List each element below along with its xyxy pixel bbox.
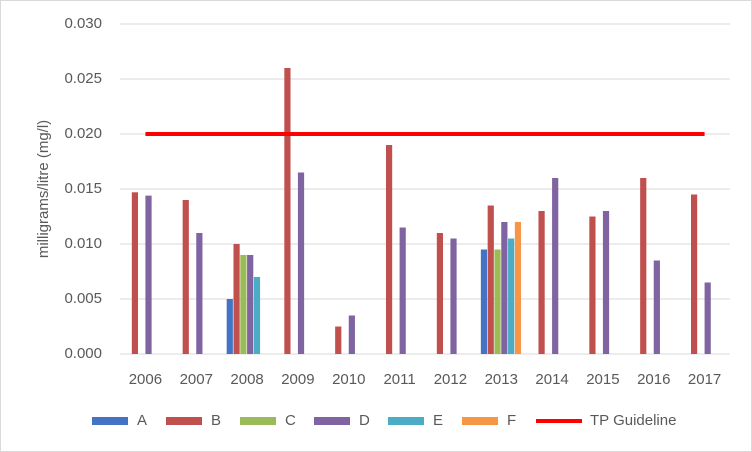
legend-label: A (137, 412, 147, 429)
bar (704, 282, 711, 354)
bar (297, 172, 305, 354)
bar (335, 326, 342, 354)
bar (552, 178, 559, 354)
y-axis-label: milligrams/litre (mg/l) (35, 120, 52, 258)
x-tick-label: 2010 (332, 371, 365, 388)
legend-swatch (462, 417, 498, 425)
bar (538, 211, 545, 354)
bar (253, 277, 261, 354)
y-tick-label: 0.020 (64, 125, 102, 142)
bar (653, 260, 660, 354)
bar (640, 178, 647, 354)
bar (514, 222, 522, 354)
bar (226, 299, 233, 354)
bar (487, 205, 494, 354)
legend-label: E (433, 412, 443, 429)
bar (131, 192, 139, 354)
legend-swatch (166, 417, 202, 425)
bar (240, 255, 247, 354)
legend-swatch (388, 417, 424, 425)
bar (602, 211, 610, 354)
bar (348, 315, 355, 354)
bar (508, 238, 515, 354)
bar (480, 249, 488, 354)
bar (589, 216, 596, 354)
bar (399, 227, 406, 354)
x-tick-label: 2008 (230, 371, 263, 388)
legend-label: F (507, 412, 516, 429)
bar (436, 233, 444, 354)
legend-label: D (359, 412, 370, 429)
x-tick-label: 2015 (586, 371, 619, 388)
bar (233, 244, 240, 354)
legend-label: B (211, 412, 221, 429)
x-tick-label: 2013 (485, 371, 518, 388)
legend-label: TP Guideline (590, 412, 676, 429)
bar (494, 249, 501, 354)
y-tick-label: 0.015 (64, 180, 102, 197)
x-tick-label: 2012 (434, 371, 467, 388)
bar (385, 145, 393, 354)
bar (450, 238, 457, 354)
x-tick-label: 2006 (129, 371, 162, 388)
y-tick-label: 0.005 (64, 290, 102, 307)
bar (182, 200, 189, 354)
x-tick-label: 2009 (281, 371, 314, 388)
y-tick-label: 0.010 (64, 235, 102, 252)
x-tick-label: 2007 (180, 371, 213, 388)
legend-swatch (92, 417, 128, 425)
legend-label: C (285, 412, 296, 429)
bar (247, 255, 254, 354)
bar (284, 68, 291, 354)
y-tick-label: 0.025 (64, 70, 102, 87)
y-tick-label: 0.030 (64, 15, 102, 32)
x-tick-label: 2016 (637, 371, 670, 388)
bar (690, 194, 698, 354)
legend-swatch (314, 417, 350, 425)
bar (196, 233, 203, 354)
x-tick-label: 2014 (535, 371, 568, 388)
x-tick-label: 2017 (688, 371, 721, 388)
bar (145, 195, 152, 354)
x-tick-label: 2011 (383, 371, 415, 388)
legend-swatch (240, 417, 276, 425)
bar (501, 222, 508, 354)
y-tick-label: 0.000 (64, 345, 102, 362)
